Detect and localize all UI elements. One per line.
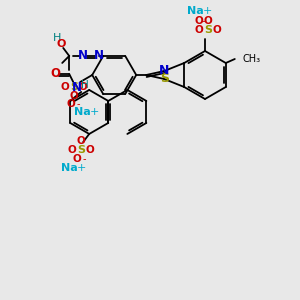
Text: +: + — [76, 163, 86, 173]
Text: O: O — [70, 91, 79, 101]
Text: O: O — [68, 145, 76, 155]
Text: O: O — [50, 68, 60, 80]
Text: S: S — [160, 73, 169, 85]
Text: O: O — [86, 145, 94, 155]
Text: H: H — [81, 80, 89, 90]
Text: S: S — [70, 82, 78, 92]
Text: H: H — [53, 33, 61, 43]
Text: O: O — [61, 82, 70, 92]
Text: -: - — [76, 99, 80, 109]
Text: N: N — [72, 81, 82, 94]
Text: O: O — [213, 25, 221, 35]
Text: +: + — [89, 107, 99, 117]
Text: N: N — [94, 50, 104, 62]
Text: O: O — [204, 16, 212, 26]
Text: S: S — [77, 145, 85, 155]
Text: O: O — [195, 16, 203, 26]
Text: O: O — [79, 82, 88, 92]
Text: CH₃: CH₃ — [243, 54, 261, 64]
Text: Na: Na — [61, 163, 78, 173]
Text: O: O — [195, 25, 203, 35]
Text: S: S — [204, 25, 212, 35]
Text: Na: Na — [187, 6, 203, 16]
Text: O: O — [67, 99, 76, 109]
Text: Na: Na — [74, 107, 91, 117]
Text: O: O — [77, 136, 85, 146]
Text: -: - — [82, 154, 86, 164]
Text: N: N — [159, 64, 169, 77]
Text: -: - — [201, 16, 205, 26]
Text: N: N — [78, 50, 88, 62]
Text: +: + — [202, 6, 212, 16]
Text: O: O — [56, 39, 66, 49]
Text: O: O — [73, 154, 82, 164]
